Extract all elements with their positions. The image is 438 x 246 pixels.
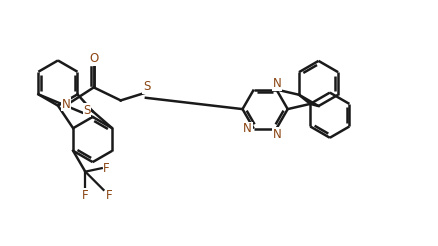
Text: N: N	[272, 77, 281, 90]
Text: N: N	[272, 128, 281, 141]
Text: S: S	[83, 104, 91, 117]
Text: F: F	[81, 189, 88, 202]
Text: F: F	[105, 189, 112, 202]
Text: F: F	[103, 162, 110, 175]
Text: N: N	[61, 98, 70, 111]
Text: N: N	[243, 122, 251, 135]
Text: O: O	[89, 52, 98, 65]
Text: S: S	[143, 80, 150, 93]
